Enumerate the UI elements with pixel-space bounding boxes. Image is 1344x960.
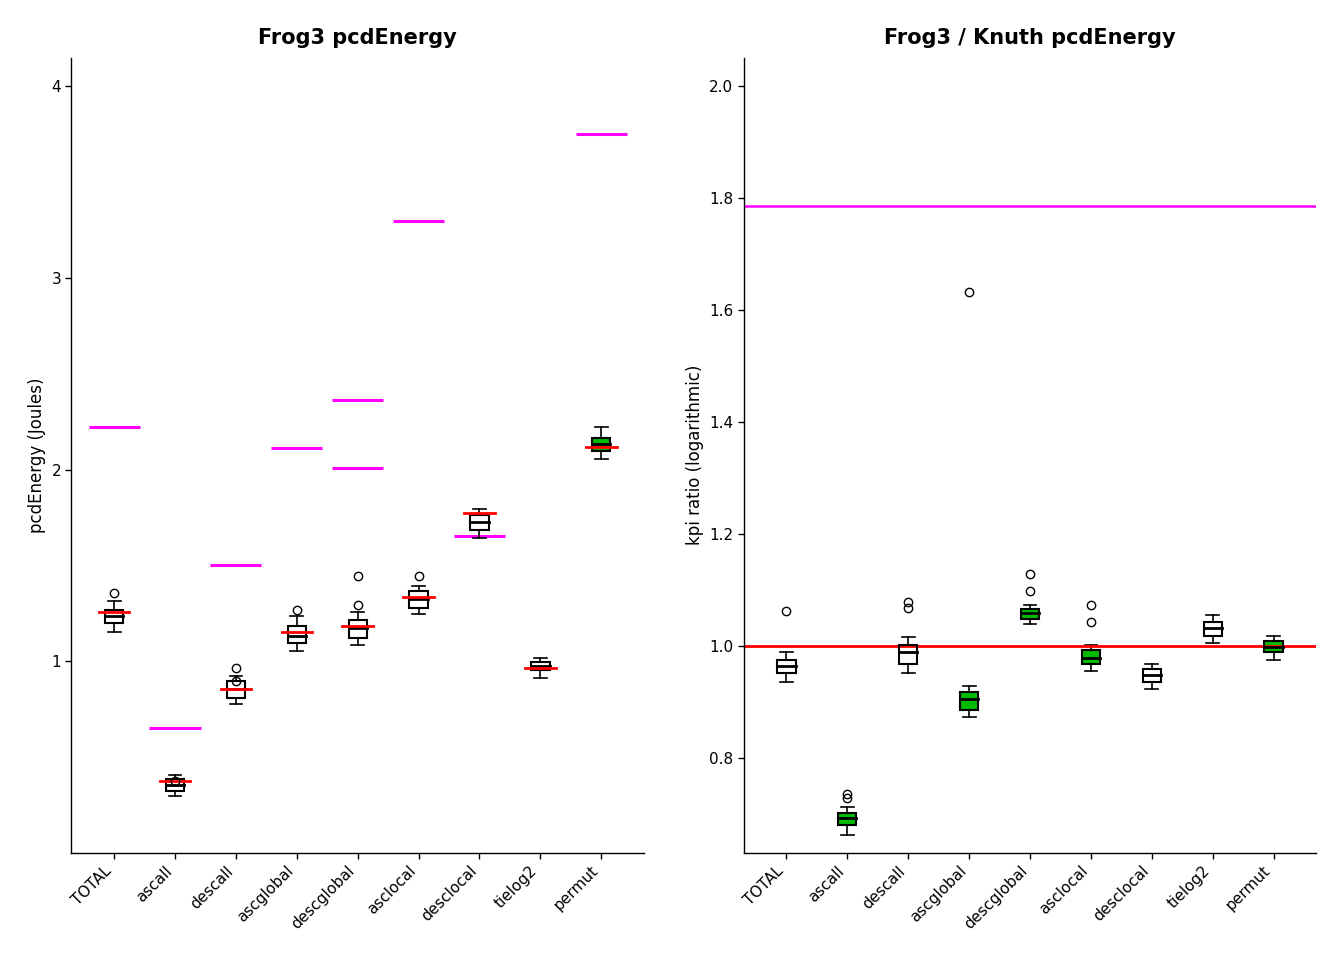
Bar: [839, 812, 856, 825]
Title: Frog3 pcdEnergy: Frog3 pcdEnergy: [258, 28, 457, 48]
Bar: [470, 515, 489, 530]
Bar: [1265, 641, 1282, 653]
Bar: [1204, 622, 1222, 636]
Bar: [839, 812, 856, 825]
Bar: [593, 438, 610, 451]
Y-axis label: pcdEnergy (Joules): pcdEnergy (Joules): [28, 377, 46, 533]
Bar: [105, 611, 124, 623]
Bar: [1265, 641, 1282, 653]
Bar: [1082, 650, 1099, 663]
Y-axis label: kpi ratio (logarithmic): kpi ratio (logarithmic): [685, 365, 703, 545]
Bar: [899, 644, 918, 663]
Bar: [165, 780, 184, 791]
Title: Frog3 / Knuth pcdEnergy: Frog3 / Knuth pcdEnergy: [884, 28, 1176, 48]
Bar: [960, 691, 978, 710]
Bar: [288, 626, 306, 643]
Bar: [1142, 669, 1161, 682]
Bar: [1082, 650, 1099, 663]
Bar: [1021, 610, 1039, 619]
Bar: [593, 438, 610, 451]
Bar: [227, 682, 245, 698]
Bar: [410, 591, 427, 608]
Bar: [777, 660, 796, 673]
Bar: [348, 620, 367, 638]
Bar: [960, 691, 978, 710]
Bar: [531, 662, 550, 670]
Bar: [1021, 610, 1039, 619]
